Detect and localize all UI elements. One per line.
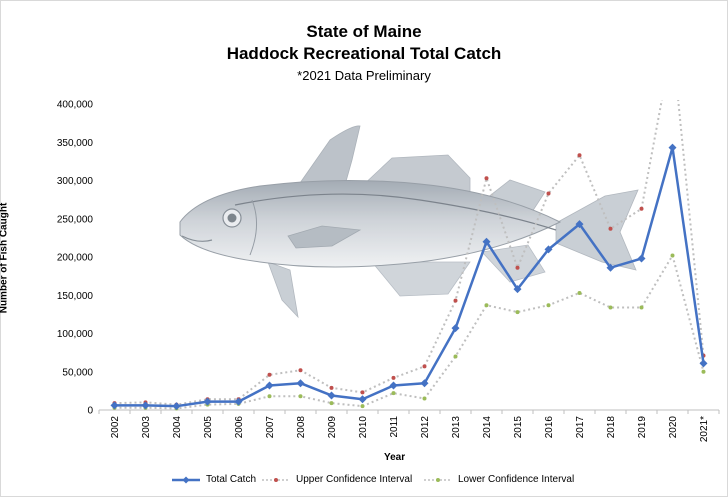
- x-tick-label: 2006: [234, 416, 245, 439]
- x-tick-label: 2010: [358, 416, 369, 439]
- upper-ci-point: [267, 372, 272, 377]
- upper-ci-point: [515, 265, 520, 270]
- lower-ci-point: [639, 305, 644, 310]
- total-catch-point: [234, 397, 243, 406]
- x-tick-label: 2008: [296, 416, 307, 439]
- lower-ci-point: [515, 310, 520, 315]
- y-tick-label: 100,000: [57, 329, 94, 340]
- legend-swatch-upper-ci: [262, 477, 290, 482]
- x-tick-label: 2019: [637, 416, 648, 439]
- upper-ci-point: [391, 375, 396, 380]
- y-tick-label: 0: [87, 406, 93, 417]
- upper-ci-point: [329, 385, 334, 390]
- lower-ci-point: [484, 303, 489, 308]
- upper-ci-point: [671, 41, 675, 45]
- total-catch-line: [114, 146, 705, 408]
- total-catch-point: [358, 395, 367, 404]
- legend-label-lower-ci: Lower Confidence Interval: [458, 474, 575, 485]
- y-tick-label: 250,000: [57, 214, 94, 225]
- legend-label-total-catch: Total Catch: [206, 474, 257, 485]
- total-catch-point: [637, 254, 646, 263]
- chart-title-line2: Haddock Recreational Total Catch: [226, 44, 502, 63]
- total-catch-point: [699, 359, 708, 368]
- x-tick-label: 2020: [668, 416, 679, 439]
- legend-item-upper-ci: Upper Confidence Interval: [262, 474, 412, 485]
- y-tick-label: 350,000: [57, 138, 94, 149]
- x-tick-label: 2017: [575, 416, 586, 439]
- x-axis-label: Year: [384, 452, 406, 463]
- upper-ci-point: [484, 176, 489, 181]
- lower-ci-point: [360, 404, 365, 409]
- total-catch-point: [513, 285, 522, 294]
- upper-ci-point: [546, 191, 551, 196]
- x-tick-label: 2007: [265, 416, 276, 439]
- upper-ci-point: [453, 298, 458, 303]
- x-tick-label: 2016: [544, 416, 555, 439]
- x-tick-label: 2009: [327, 416, 338, 439]
- total-catch-point: [172, 402, 181, 411]
- lower-ci-point: [329, 401, 334, 406]
- total-catch-point: [482, 237, 491, 246]
- total-catch-point: [389, 381, 398, 390]
- upper-ci-point: [360, 390, 365, 395]
- y-tick-label: 150,000: [57, 291, 94, 302]
- lower-ci-point: [298, 394, 303, 399]
- legend-swatch-lower-ci: [424, 477, 452, 482]
- total-catch-point: [141, 401, 150, 410]
- upper-ci-point: [608, 226, 613, 231]
- x-tick-label: 2012: [420, 416, 431, 439]
- x-tick-label: 2015: [513, 416, 524, 439]
- y-tick-label: 200,000: [57, 253, 94, 264]
- lower-ci-point: [701, 369, 706, 374]
- total-catch-point: [203, 397, 212, 406]
- y-tick-label: 50,000: [62, 367, 93, 378]
- total-catch-point: [296, 379, 305, 388]
- x-tick-label: 2003: [141, 416, 152, 439]
- x-tick-label: 2014: [482, 416, 493, 439]
- total-catch-point: [575, 220, 584, 229]
- chart-title: State of Maine: [306, 22, 422, 41]
- y-tick-label: 300,000: [57, 176, 94, 187]
- total-catch-point: [606, 263, 615, 272]
- total-catch-point: [451, 324, 460, 333]
- x-tick-label: 2004: [172, 416, 183, 439]
- x-tick-label: 2018: [606, 416, 617, 439]
- lower-ci-point: [422, 396, 427, 401]
- total-catch-point: [544, 245, 553, 254]
- lower-ci-point: [670, 253, 675, 258]
- x-tick-label: 2021*: [699, 416, 710, 442]
- legend-item-lower-ci: Lower Confidence Interval: [424, 474, 574, 485]
- lower-ci-point: [391, 391, 396, 396]
- total-catch-point: [265, 381, 274, 390]
- chart-subtitle: *2021 Data Preliminary: [297, 68, 431, 83]
- lower-ci-point: [546, 303, 551, 308]
- lower-ci-point: [453, 354, 458, 359]
- upper-ci-point: [577, 153, 582, 158]
- haddock-fish-illustration: [179, 125, 639, 319]
- total-catch-point: [420, 379, 429, 388]
- lower-ci-point: [577, 290, 582, 295]
- lower-ci-point: [608, 305, 613, 310]
- x-tick-label: 2013: [451, 416, 462, 439]
- legend-label-upper-ci: Upper Confidence Interval: [296, 474, 413, 485]
- total-catch-point: [327, 391, 336, 400]
- x-tick-label: 2005: [203, 416, 214, 439]
- upper-ci-point: [422, 364, 427, 369]
- upper-ci-point: [298, 368, 303, 373]
- total-catch-point: [110, 401, 119, 410]
- legend-item-total-catch: Total Catch: [172, 474, 256, 485]
- y-tick-label: 400,000: [57, 100, 94, 111]
- x-tick-label: 2002: [110, 416, 121, 439]
- upper-ci-point: [639, 206, 644, 211]
- lower-ci-point: [267, 394, 272, 399]
- legend-swatch-total-catch: [172, 476, 200, 483]
- total-catch-point: [668, 143, 677, 152]
- x-tick-label: 2011: [389, 416, 400, 438]
